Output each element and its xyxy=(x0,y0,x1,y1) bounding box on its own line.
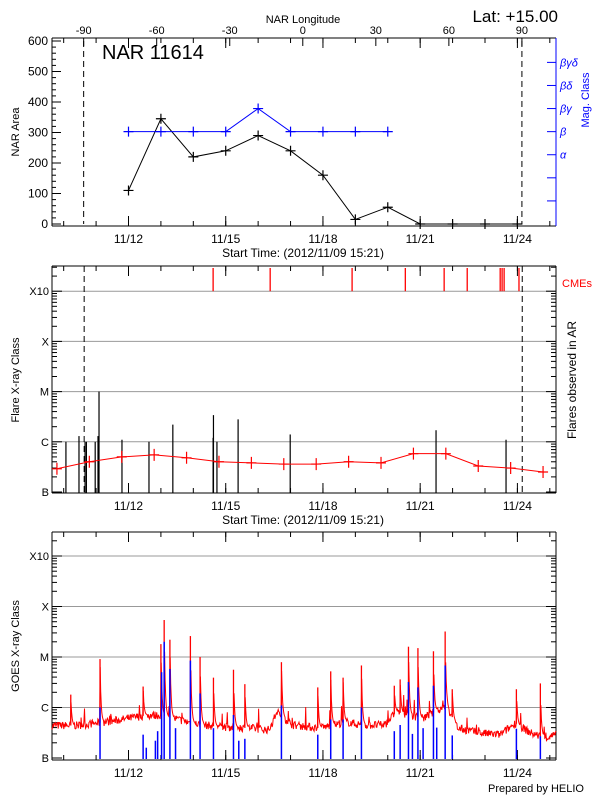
nar-area-point xyxy=(350,214,361,225)
prepared-by-label: Prepared by HELIO xyxy=(488,783,584,795)
mag-class-label: βγδ xyxy=(559,57,579,69)
top-axis-label: NAR Longitude xyxy=(266,14,341,26)
mag-class-point xyxy=(285,126,296,137)
class-tick-label: X xyxy=(42,602,50,614)
mag-class-point xyxy=(155,126,166,137)
y-tick-label: 0 xyxy=(41,217,48,231)
nar-area-point xyxy=(155,113,166,124)
lon-tick-label: -90 xyxy=(76,25,92,37)
nar-area-point xyxy=(447,219,458,229)
nar-area-point xyxy=(317,170,328,181)
lon-tick-label: -60 xyxy=(149,25,165,37)
lon-tick-label: 90 xyxy=(516,25,528,37)
flares-observed-label: Flares observed in AR xyxy=(565,321,579,439)
background-flux-point xyxy=(311,458,322,471)
mag-class-label: βγ xyxy=(559,104,573,116)
class-tick-label: B xyxy=(42,487,49,499)
background-flux-line xyxy=(56,453,544,473)
mag-class-point xyxy=(382,126,393,137)
mag-class-label: α xyxy=(560,150,567,162)
middle-panel-xlabel: Start Time: (2012/11/09 15:21) xyxy=(222,513,384,527)
top-panel-xlabel: Start Time: (2012/11/09 15:21) xyxy=(222,246,384,260)
mag-class-label: βδ xyxy=(559,80,573,92)
class-tick-label: B xyxy=(42,753,49,765)
latitude-label: Lat: +15.00 xyxy=(472,7,558,26)
nar-area-point xyxy=(415,219,426,229)
chart-marks: 0 100 200 300 400 500 600 -90 -60 -30 0 30 60 90 11/12… xyxy=(28,25,579,780)
mag-class-point xyxy=(220,126,231,137)
x-tick-label: 11/15 xyxy=(211,232,240,246)
nar-area-point xyxy=(382,202,393,213)
cme-label: CMEs xyxy=(562,278,592,290)
goes-long-channel-line xyxy=(51,651,557,742)
class-tick-label: X xyxy=(42,336,50,348)
x-tick-label: 11/18 xyxy=(308,232,337,246)
mag-class-ylabel: Mag. Class xyxy=(580,72,592,128)
background-flux-point xyxy=(51,462,62,475)
x-tick-label: 11/24 xyxy=(503,499,532,513)
background-flux-point xyxy=(408,447,419,460)
x-tick-label: 11/12 xyxy=(114,499,143,513)
y-tick-label: 600 xyxy=(28,34,48,48)
nar-area-point xyxy=(479,219,490,229)
mag-class-point xyxy=(253,103,264,114)
background-flux-point xyxy=(505,462,516,475)
nar-area-point xyxy=(512,219,523,229)
background-flux-point xyxy=(149,448,160,461)
nar-title: NAR 11614 xyxy=(102,42,204,64)
x-tick-label: 11/24 xyxy=(503,232,532,246)
nar-area-point xyxy=(253,130,264,141)
y-tick-label: 100 xyxy=(28,187,48,201)
class-tick-label: X10 xyxy=(29,551,49,563)
y-tick-label: 300 xyxy=(28,126,48,140)
background-flux-point xyxy=(440,447,451,460)
class-tick-label: C xyxy=(41,703,49,715)
x-tick-label: 11/15 xyxy=(211,766,240,780)
nar-area-point xyxy=(188,151,199,162)
background-flux-point xyxy=(84,455,95,468)
x-tick-label: 11/18 xyxy=(308,766,337,780)
lon-tick-label: 30 xyxy=(370,25,382,37)
background-flux-point xyxy=(116,450,127,463)
background-flux-point xyxy=(181,451,192,464)
class-tick-label: M xyxy=(40,387,49,399)
mag-class-point xyxy=(188,126,199,137)
x-tick-label: 11/21 xyxy=(406,499,435,513)
lon-tick-label: 0 xyxy=(300,25,306,37)
goes-class-ylabel: GOES X-ray Class xyxy=(10,600,22,692)
class-tick-label: M xyxy=(40,652,49,664)
y-tick-label: 500 xyxy=(28,65,48,79)
mag-class-label: β xyxy=(559,127,567,139)
nar-area-ylabel: NAR Area xyxy=(10,107,22,157)
lon-tick-label: 60 xyxy=(443,25,455,37)
x-tick-label: 11/12 xyxy=(114,766,143,780)
class-tick-label: C xyxy=(41,437,49,449)
x-tick-label: 11/18 xyxy=(308,499,337,513)
x-tick-label: 11/15 xyxy=(211,499,240,513)
nar-area-point xyxy=(220,145,231,156)
mag-class-point xyxy=(350,126,361,137)
background-flux-point xyxy=(278,458,289,471)
background-flux-point xyxy=(376,456,387,469)
mag-class-point xyxy=(123,126,134,137)
nar-area-point xyxy=(285,145,296,156)
background-flux-point xyxy=(213,455,224,468)
background-flux-point xyxy=(473,459,484,472)
lon-tick-label: -30 xyxy=(222,25,238,37)
nar-area-point xyxy=(123,185,134,196)
y-tick-label: 400 xyxy=(28,95,48,109)
flare-class-ylabel: Flare X-ray Class xyxy=(10,337,22,422)
background-flux-point xyxy=(343,455,354,468)
x-tick-label: 11/21 xyxy=(406,232,435,246)
background-flux-point xyxy=(246,456,257,469)
x-tick-label: 11/21 xyxy=(406,766,435,780)
x-tick-label: 11/12 xyxy=(114,232,143,246)
background-flux-point xyxy=(538,466,549,479)
y-tick-label: 200 xyxy=(28,156,48,170)
x-tick-label: 11/24 xyxy=(503,766,532,780)
class-tick-label: X10 xyxy=(29,286,49,298)
mag-class-point xyxy=(317,126,328,137)
